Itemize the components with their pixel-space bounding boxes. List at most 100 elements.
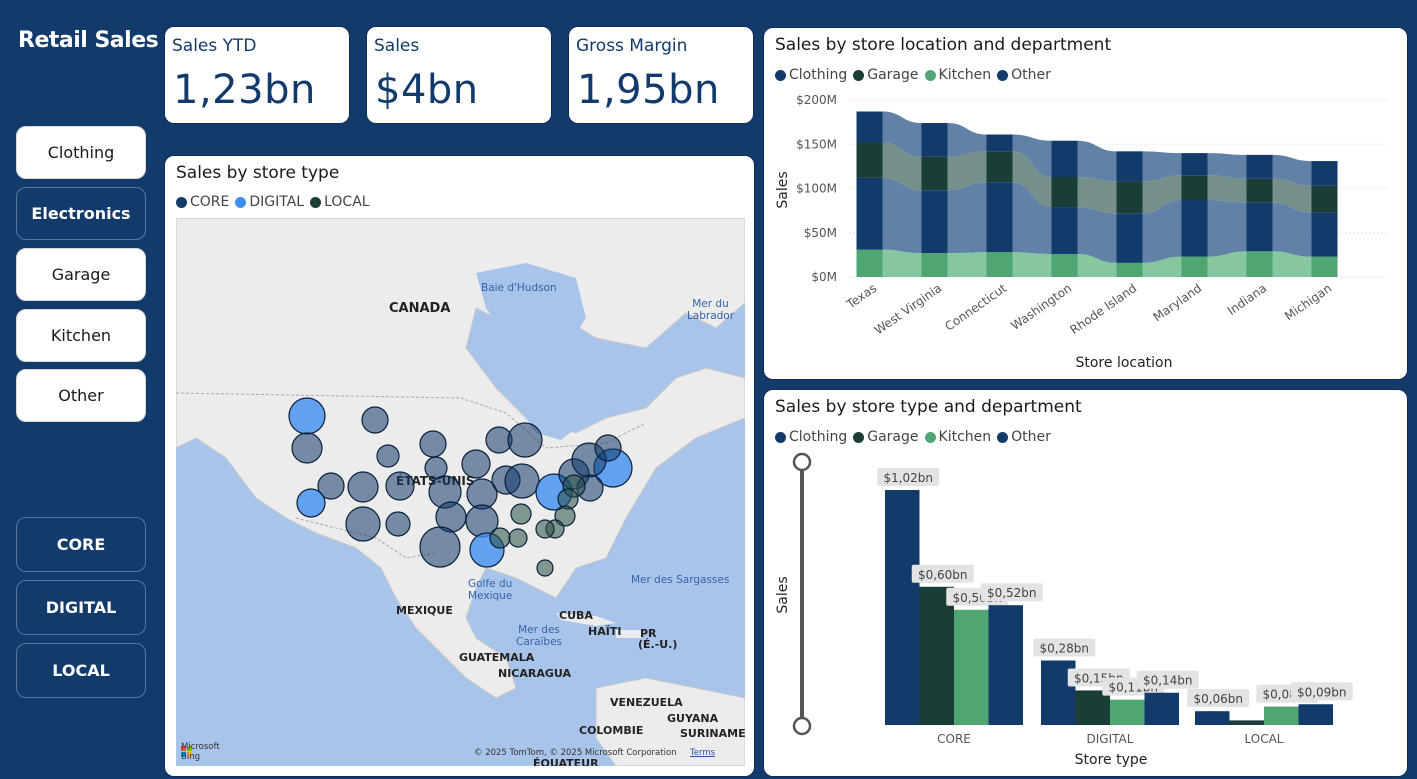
bar-segment-other bbox=[986, 134, 1013, 152]
legend-item-core[interactable]: CORE bbox=[176, 194, 229, 210]
slicer-clothing[interactable]: Clothing bbox=[16, 126, 146, 179]
ribbon-other bbox=[882, 111, 922, 157]
bubble-digital bbox=[296, 488, 326, 518]
legend-item-other[interactable]: Other bbox=[997, 429, 1051, 445]
legend-item-digital[interactable]: DIGITAL bbox=[235, 194, 304, 210]
water-label: Baie d'Hudson bbox=[481, 282, 557, 294]
data-label: $0,52bn bbox=[987, 586, 1037, 600]
ribbon-kitchen bbox=[882, 249, 922, 277]
legend-item-clothing[interactable]: Clothing bbox=[775, 429, 847, 445]
y-axis-label: Sales bbox=[775, 171, 791, 208]
bar-segment-other bbox=[1051, 140, 1078, 177]
legend-item-local[interactable]: LOCAL bbox=[310, 194, 370, 210]
bar-segment-clothing bbox=[986, 182, 1013, 253]
legend-dot-icon bbox=[775, 69, 786, 81]
legend-item-kitchen[interactable]: Kitchen bbox=[924, 67, 991, 83]
x-tick-label: Connecticut bbox=[942, 281, 1009, 334]
ribbon-garage bbox=[1012, 151, 1052, 208]
data-label-background bbox=[1033, 638, 1096, 657]
x-tick-label: LOCAL bbox=[1245, 732, 1284, 746]
bar-segment-clothing bbox=[1246, 202, 1273, 252]
bar-segment-garage bbox=[1311, 185, 1338, 213]
bar-segment-clothing bbox=[1116, 213, 1143, 263]
slicer-other[interactable]: Other bbox=[16, 369, 146, 422]
data-label-background bbox=[1136, 670, 1199, 689]
bar-segment-other bbox=[1311, 161, 1338, 186]
kpi-card-gross-margin: Gross Margin 1,95bn bbox=[568, 26, 754, 124]
bar-chart: $1,02bn$0,60bn$0,50bn$0,52bnCORE$0,28bn$… bbox=[775, 452, 1353, 768]
map-legend: CORE DIGITAL LOCAL bbox=[176, 194, 370, 210]
slicer-core[interactable]: CORE bbox=[16, 517, 146, 572]
bar-segment-other bbox=[1181, 153, 1208, 176]
bubble-local bbox=[535, 519, 555, 539]
ribbon-clothing bbox=[947, 182, 987, 254]
slicer-local[interactable]: LOCAL bbox=[16, 643, 146, 698]
x-tick-label: Washington bbox=[1008, 281, 1074, 333]
terms-link[interactable]: Terms bbox=[690, 748, 716, 758]
slicer-kitchen[interactable]: Kitchen bbox=[16, 309, 146, 362]
bar-segment-clothing bbox=[1311, 212, 1338, 257]
kpi-card-sales-ytd: Sales YTD 1,23bn bbox=[164, 26, 350, 124]
slicer-digital[interactable]: DIGITAL bbox=[16, 580, 146, 635]
bar-segment-clothing bbox=[921, 190, 948, 254]
ribbon-garage bbox=[1272, 178, 1312, 213]
ribbon-other bbox=[1077, 140, 1117, 182]
ribbon-clothing bbox=[882, 177, 922, 254]
bubble-local bbox=[508, 528, 528, 548]
bubble-core bbox=[317, 472, 345, 500]
bubble-core bbox=[461, 449, 491, 479]
legend-item-kitchen[interactable]: Kitchen bbox=[924, 429, 991, 445]
data-label: $0,14bn bbox=[1143, 674, 1193, 688]
ribbon-garage bbox=[1207, 175, 1247, 203]
map-label: CANADA bbox=[389, 301, 451, 316]
bubble-core bbox=[385, 511, 411, 537]
water-label: Mer des Caraïbes bbox=[516, 624, 563, 648]
ribbon-garage bbox=[882, 142, 922, 191]
zoom-slider-handle bbox=[792, 716, 812, 736]
legend-item-garage[interactable]: Garage bbox=[853, 67, 919, 83]
ribbon-garage bbox=[1142, 175, 1182, 214]
slicer-garage[interactable]: Garage bbox=[16, 248, 146, 301]
legend-item-garage[interactable]: Garage bbox=[853, 429, 919, 445]
kpi-title: Sales bbox=[374, 36, 420, 56]
legend-item-clothing[interactable]: Clothing bbox=[775, 67, 847, 83]
legend-item-other[interactable]: Other bbox=[997, 67, 1051, 83]
bar-segment-garage bbox=[986, 151, 1013, 183]
map-panel-title: Sales by store type bbox=[176, 163, 340, 183]
kpi-value: 1,23bn bbox=[173, 67, 316, 113]
bar-segment-garage bbox=[1051, 176, 1078, 208]
bing-logo: Microsoft Bing bbox=[181, 741, 220, 762]
data-label-background bbox=[1290, 682, 1353, 701]
bubble-core bbox=[361, 406, 389, 434]
data-label-background bbox=[980, 583, 1043, 602]
bar-clothing bbox=[1195, 711, 1230, 725]
x-tick-label: Michigan bbox=[1282, 281, 1334, 323]
map-label: PR (É.-U.) bbox=[638, 627, 678, 651]
data-label: $0,09bn bbox=[1297, 685, 1347, 699]
bar-segment-kitchen bbox=[986, 252, 1013, 277]
slicer-electronics[interactable]: Electronics bbox=[16, 187, 146, 240]
bubble-core bbox=[507, 422, 543, 458]
bar-other bbox=[1298, 704, 1333, 725]
map-label: COLOMBIE bbox=[579, 724, 644, 737]
ribbon-kitchen bbox=[1142, 256, 1182, 277]
ribbon-kitchen bbox=[1272, 251, 1312, 277]
x-axis-label: Store location bbox=[1075, 355, 1172, 371]
ribbon-other bbox=[1207, 153, 1247, 179]
bubble-digital bbox=[288, 397, 326, 435]
bar-segment-kitchen bbox=[856, 249, 883, 277]
bar-kitchen bbox=[1264, 706, 1299, 725]
ribbon-other bbox=[1142, 151, 1182, 182]
bubble-core bbox=[385, 471, 415, 501]
bar-segment-kitchen bbox=[1311, 256, 1338, 277]
bubble-local bbox=[489, 527, 511, 549]
bar-segment-other bbox=[1116, 151, 1143, 182]
map-canvas[interactable]: Baie d'Hudson Mer du Labrador CANADA ÉTA… bbox=[176, 218, 745, 766]
bar-garage bbox=[1229, 720, 1264, 725]
ribbon-kitchen bbox=[1077, 253, 1117, 277]
bar-segment-kitchen bbox=[1116, 262, 1143, 277]
water-label: Mer des Sargasses bbox=[631, 574, 730, 586]
bar-kitchen bbox=[954, 609, 989, 725]
ribbon-other bbox=[1272, 154, 1312, 186]
legend-dot-icon bbox=[176, 196, 187, 208]
